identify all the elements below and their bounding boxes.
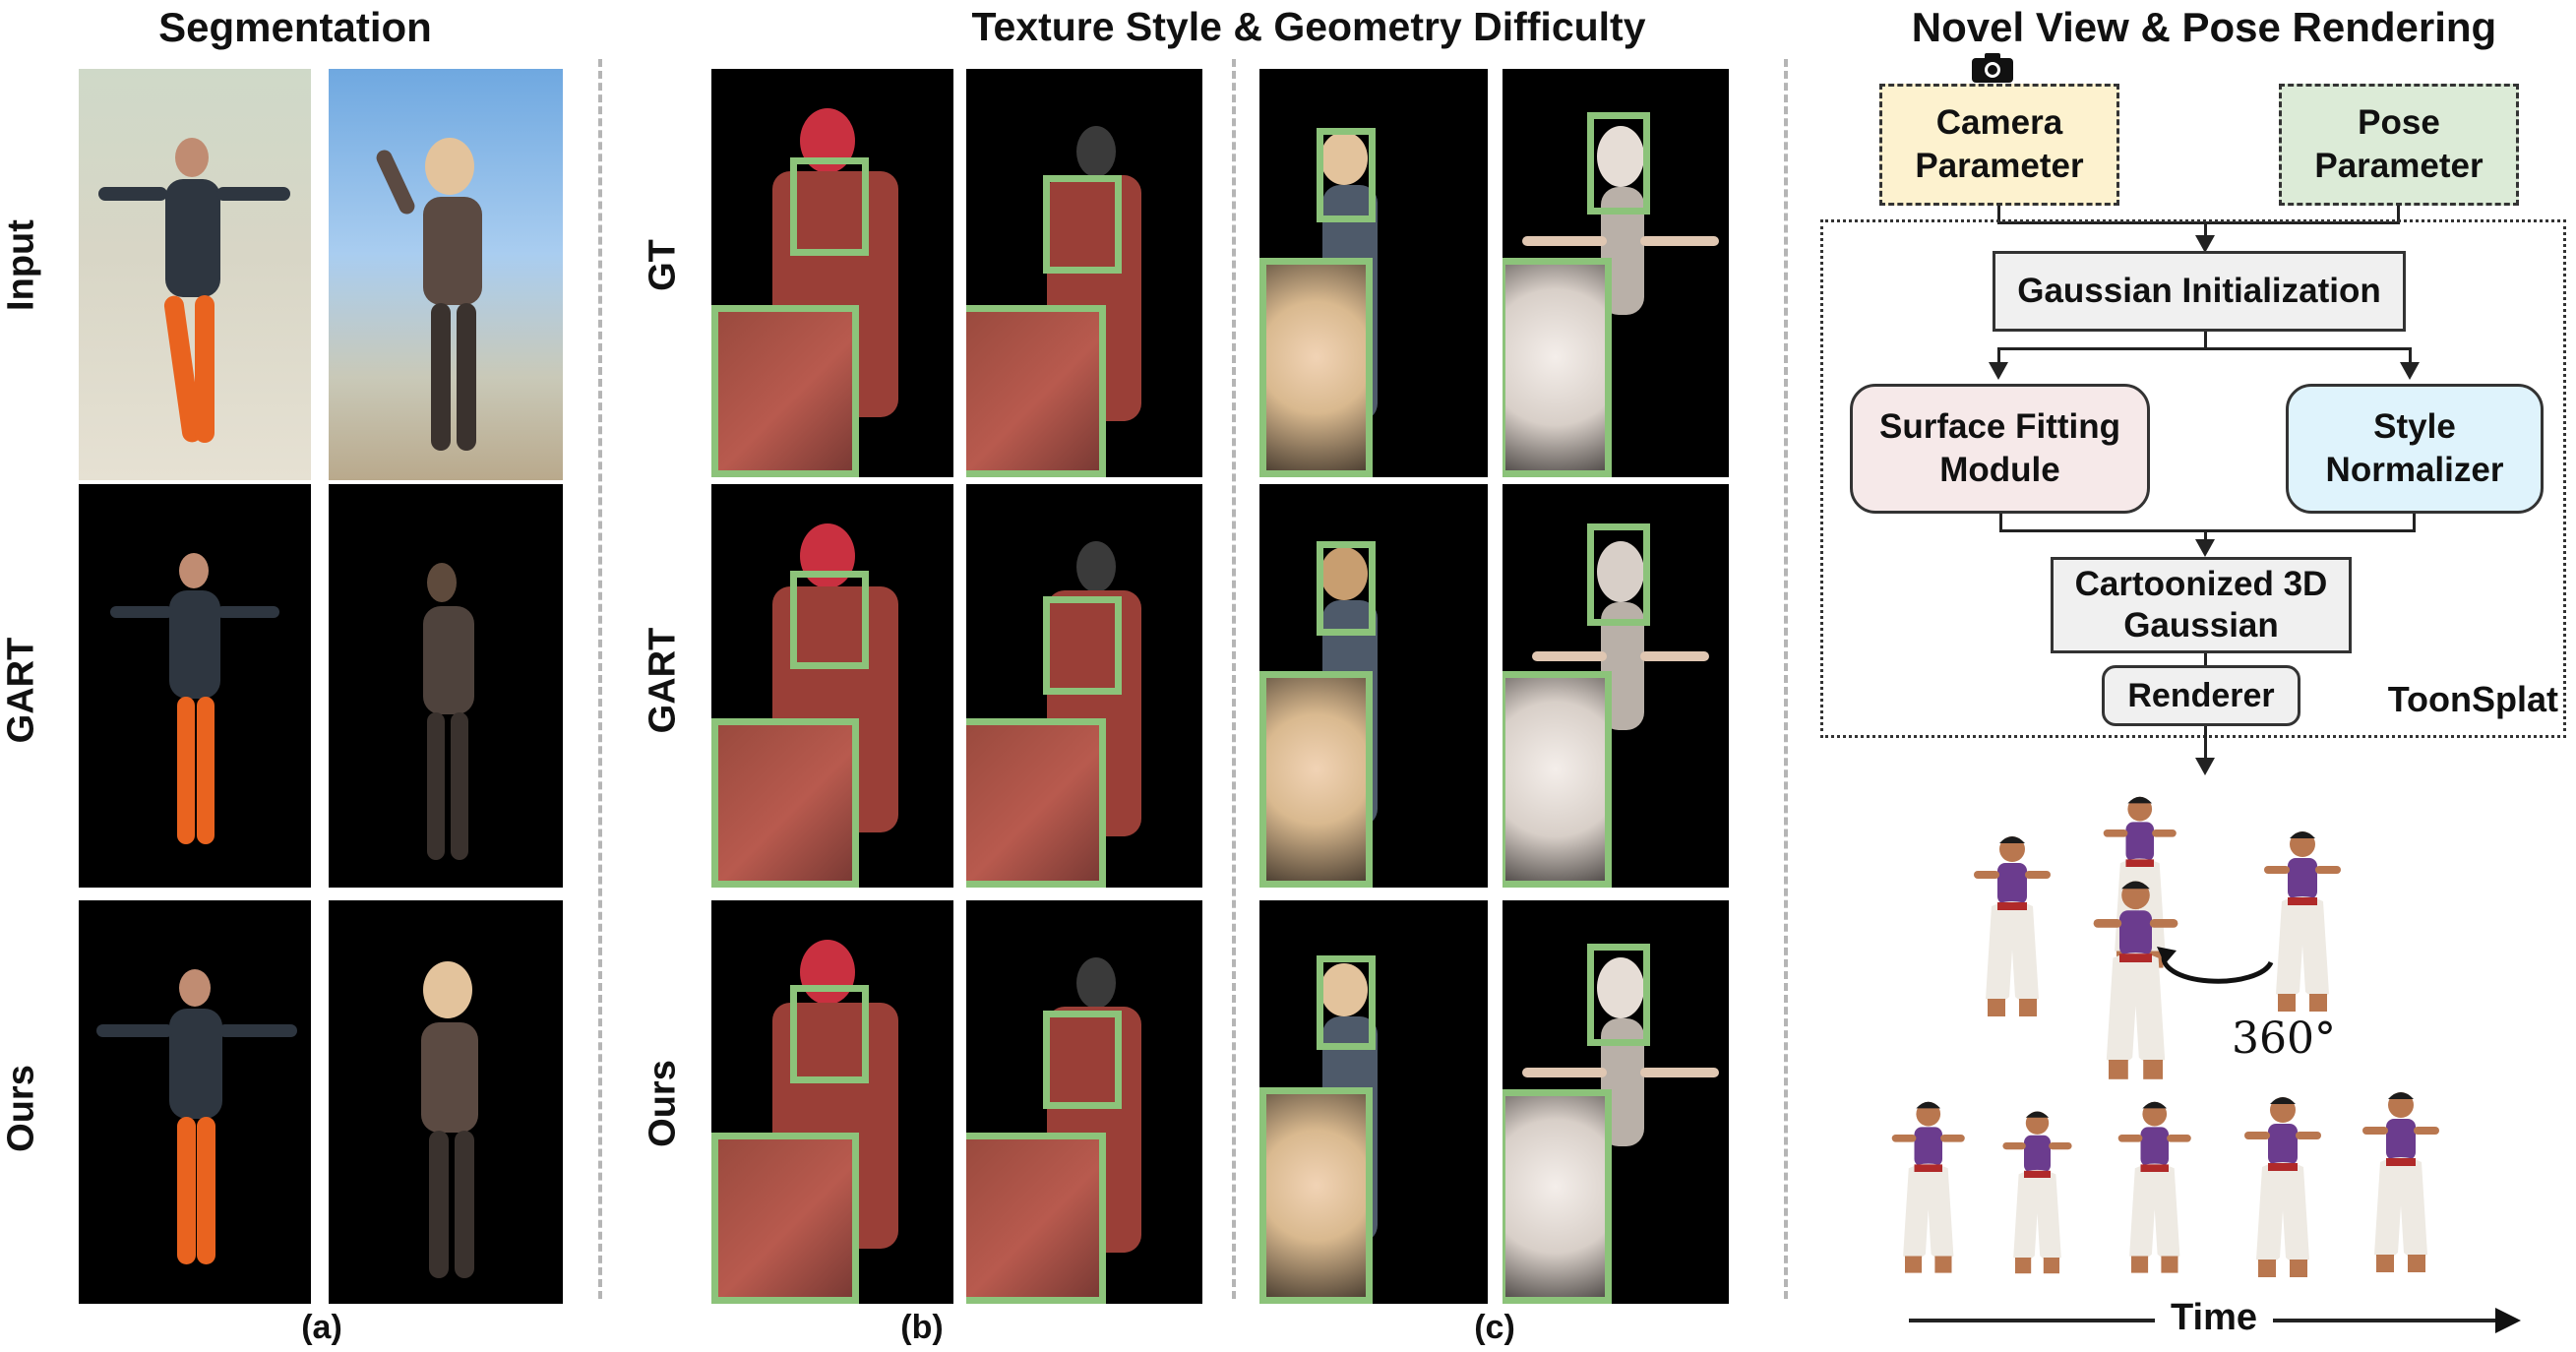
- separator-c-d: [1784, 59, 1788, 1299]
- input-photo-anime: [329, 69, 563, 480]
- cartoonized-gaussian-box: Cartoonized 3D Gaussian: [2051, 557, 2352, 653]
- panel-label-c: (c): [1474, 1309, 1515, 1346]
- pose-parameter-box: Pose Parameter: [2279, 84, 2519, 206]
- gart-seg-anime: [329, 484, 563, 888]
- texture-title: Texture Style & Geometry Difficulty: [971, 4, 1646, 49]
- ours-seg-person: [79, 900, 311, 1304]
- input-photo-person: [79, 69, 311, 480]
- gart-white-hair-girl: [1503, 484, 1729, 888]
- gart-anime-girl: [1259, 484, 1488, 888]
- rendered-character: [2087, 876, 2184, 1092]
- row-label-gt: GT: [642, 239, 684, 291]
- toonsplat-label: ToonSplat: [2387, 679, 2558, 719]
- rendered-character: [2113, 1097, 2197, 1284]
- novel-title: Novel View & Pose Rendering: [1911, 4, 2497, 50]
- row-label-gart-a: GART: [0, 637, 42, 744]
- ours-white-hair-girl: [1503, 900, 1729, 1304]
- surface-fitting-module-box: Surface Fitting Module: [1850, 384, 2150, 514]
- gart-jacket-front: [711, 484, 953, 888]
- segmentation-title: Segmentation: [158, 4, 432, 50]
- row-label-ours-b: Ours: [642, 1060, 684, 1147]
- time-arrowhead-icon: [2495, 1308, 2521, 1333]
- ours-anime-girl: [1259, 900, 1488, 1304]
- ours-jacket-side: [966, 900, 1202, 1304]
- separator-a-b: [598, 59, 602, 1299]
- row-label-ours-a: Ours: [0, 1065, 42, 1152]
- gt-jacket-side: [966, 69, 1202, 477]
- gt-anime-girl: [1259, 69, 1488, 477]
- rendered-character: [2357, 1087, 2445, 1284]
- separator-b-c: [1232, 59, 1236, 1299]
- rendered-character: [1997, 1107, 2077, 1284]
- panel-label-a: (a): [301, 1309, 342, 1346]
- row-label-input: Input: [0, 219, 42, 311]
- camera-parameter-box: Camera Parameter: [1879, 84, 2119, 206]
- rendered-character: [2258, 827, 2347, 1023]
- row-label-gart-b: GART: [642, 627, 684, 734]
- rendered-character: [1968, 831, 2056, 1028]
- gt-jacket-front: [711, 69, 953, 477]
- gt-white-hair-girl: [1503, 69, 1729, 477]
- gart-jacket-side: [966, 484, 1202, 888]
- gaussian-initialization-box: Gaussian Initialization: [1993, 251, 2406, 332]
- panel-label-b: (b): [900, 1309, 944, 1346]
- rotation-arrow-icon: [2145, 925, 2283, 994]
- rendered-character: [2239, 1092, 2327, 1289]
- rotation-label: 360°: [2232, 1014, 2336, 1064]
- time-label: Time: [2155, 1297, 2273, 1339]
- gart-seg-person: [79, 484, 311, 888]
- rendered-character: [1886, 1097, 1971, 1284]
- renderer-box: Renderer: [2102, 665, 2300, 726]
- style-normalizer-box: Style Normalizer: [2286, 384, 2544, 514]
- toonsplat-frame: [1820, 219, 2566, 738]
- ours-jacket-front: [711, 900, 953, 1304]
- ours-seg-anime: [329, 900, 563, 1304]
- camera-icon: [1970, 51, 2015, 85]
